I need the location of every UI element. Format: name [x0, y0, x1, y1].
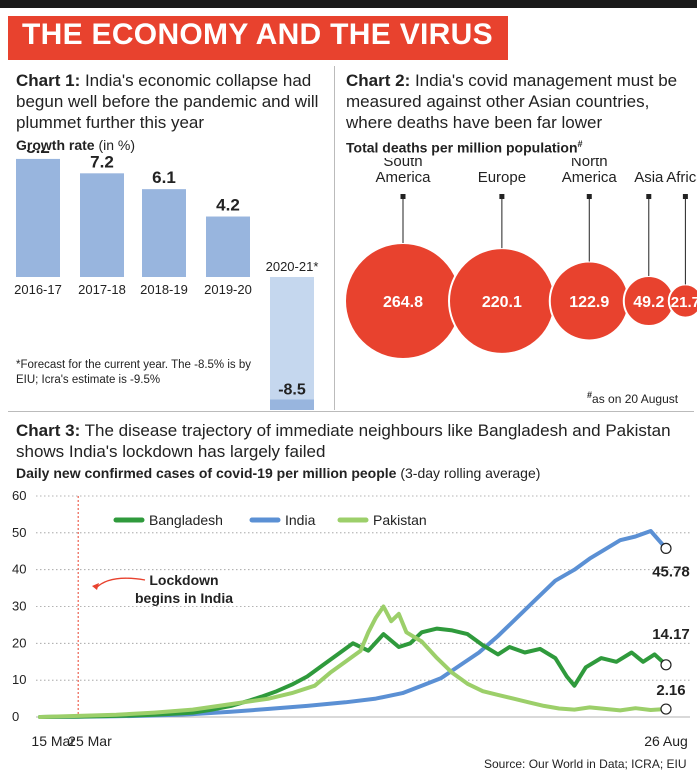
bubble-leader-marker — [499, 194, 505, 199]
x-tick-label: 25 Mar — [68, 733, 112, 749]
bubble-leader-marker — [682, 194, 688, 199]
y-tick-label: 60 — [12, 488, 26, 503]
bubble-category-label: Europe — [478, 169, 526, 186]
bubble-value-label: 49.2 — [633, 294, 664, 311]
chart1-subtitle-text: Growth rate — [16, 137, 95, 153]
bar-forecast-eiu — [270, 277, 314, 400]
chart2-title: Chart 2: India's covid management must b… — [346, 70, 694, 133]
chart3-title: Chart 3: The disease trajectory of immed… — [16, 420, 688, 462]
vertical-divider — [334, 66, 335, 410]
bar-value-label: -8.5 — [278, 381, 306, 398]
bubble-category-label: Asia — [634, 169, 664, 186]
y-tick-label: 20 — [12, 635, 26, 650]
series-end-label: 45.78 — [652, 563, 690, 580]
legend-label: Pakistan — [373, 512, 427, 528]
y-tick-label: 50 — [12, 525, 26, 540]
chart1-footnote: *Forecast for the current year. The -8.5… — [16, 359, 252, 386]
chart3-subtitle-text: Daily new confirmed cases of covid-19 pe… — [16, 465, 397, 481]
y-tick-label: 40 — [12, 562, 26, 577]
bar-2018-19 — [142, 189, 186, 277]
chart3-subtitle-unit: (3-day rolling average) — [396, 465, 541, 481]
top-bar — [0, 0, 697, 8]
series-end-marker — [660, 659, 672, 671]
chart2-title-text: India's covid management must be measure… — [346, 71, 678, 132]
lockdown-annotation-line1: Lockdown — [149, 572, 218, 588]
bubble-value-label: 122.9 — [569, 294, 609, 311]
series-end-label: 14.17 — [652, 626, 690, 643]
y-tick-label: 0 — [12, 709, 19, 724]
lockdown-annotation-line2: begins in India — [135, 590, 233, 606]
bubble-africa — [667, 283, 697, 319]
bar-category-label: 2019-20 — [204, 282, 252, 297]
x-tick-label: 26 Aug — [644, 733, 688, 749]
bubble-value-label: 21.7 — [671, 294, 697, 311]
chart2-label: Chart 2: — [346, 71, 411, 90]
chart3-label: Chart 3: — [16, 421, 81, 440]
chart2-footnote-mark: # — [587, 390, 593, 400]
bubble-leader-marker — [586, 194, 592, 199]
chart2-subtitle-mark: # — [577, 139, 583, 149]
chart1-title-text: India's economic collapse had begun well… — [16, 71, 319, 132]
page-title: THE ECONOMY AND THE VIRUS — [22, 18, 493, 51]
bar-value-label: 4.2 — [216, 196, 240, 215]
bubble-value-label: 220.1 — [482, 294, 522, 311]
bar-forecast-icra — [270, 399, 314, 410]
series-end-label: 2.16 — [656, 682, 685, 699]
bar-category-label: 2018-19 — [140, 282, 188, 297]
series-end-marker — [660, 703, 672, 715]
bar-category-label: 2016-17 — [14, 282, 62, 297]
chart2-subtitle-text: Total deaths per million population — [346, 139, 578, 156]
series-line-pakistan — [38, 604, 668, 719]
horizontal-divider — [8, 411, 694, 412]
y-tick-label: 10 — [12, 672, 26, 687]
bubble-category-label: Africa — [666, 169, 697, 186]
chart1-subtitle: Growth rate (in %) — [16, 137, 135, 153]
chart2-bubble-chart: 264.8SouthAmerica220.1Europe122.9NorthAm… — [344, 158, 697, 360]
y-tick-label: 30 — [12, 599, 26, 614]
chart2-footnote-text: as on 20 August — [592, 392, 679, 406]
bar-category-label: 2020-21* — [266, 259, 319, 274]
chart2-subtitle: Total deaths per million population# — [346, 139, 583, 156]
title-banner: THE ECONOMY AND THE VIRUS — [8, 16, 508, 60]
chart1-title: Chart 1: India's economic collapse had b… — [16, 70, 331, 133]
lockdown-annotation-arrow — [95, 577, 146, 589]
legend-label: India — [285, 512, 316, 528]
chart3-title-text: The disease trajectory of immediate neig… — [16, 421, 671, 461]
bar-category-label: 2017-18 — [78, 282, 126, 297]
series-end-marker — [660, 542, 672, 554]
chart2-footnote: #as on 20 August — [587, 388, 678, 407]
series-line-india — [38, 529, 668, 719]
chart1-bar-chart: 8.2 2016-17 7.2 2017-18 6.1 2018-19 4.2 2019-20… — [14, 150, 319, 410]
bar-2016-17 — [16, 158, 60, 277]
bubble-category-label: America — [562, 169, 618, 186]
chart3-subtitle: Daily new confirmed cases of covid-19 pe… — [16, 465, 540, 481]
bubble-value-label: 264.8 — [383, 294, 423, 311]
source-note: Source: Our World in Data; ICRA; EIU — [484, 757, 687, 771]
chart1-subtitle-unit: (in %) — [94, 137, 136, 153]
bar-2017-18 — [80, 173, 124, 277]
bubble-category-label: North — [571, 158, 608, 170]
bar-value-label: 8.2 — [26, 150, 50, 157]
bar-value-label: 7.2 — [90, 152, 114, 171]
bubble-leader-marker — [400, 194, 406, 199]
bar-2019-20 — [206, 216, 250, 277]
bubble-category-label: America — [375, 169, 431, 186]
legend-label: Bangladesh — [149, 512, 223, 528]
x-tick-label: 15 Mar — [31, 733, 75, 749]
lockdown-annotation-arrowhead — [92, 583, 99, 590]
chart1-label: Chart 1: — [16, 71, 81, 90]
bar-value-label: 6.1 — [152, 168, 176, 187]
bubble-category-label: South — [383, 158, 422, 170]
bubble-leader-marker — [646, 194, 652, 199]
series-line-bangladesh — [38, 626, 668, 719]
